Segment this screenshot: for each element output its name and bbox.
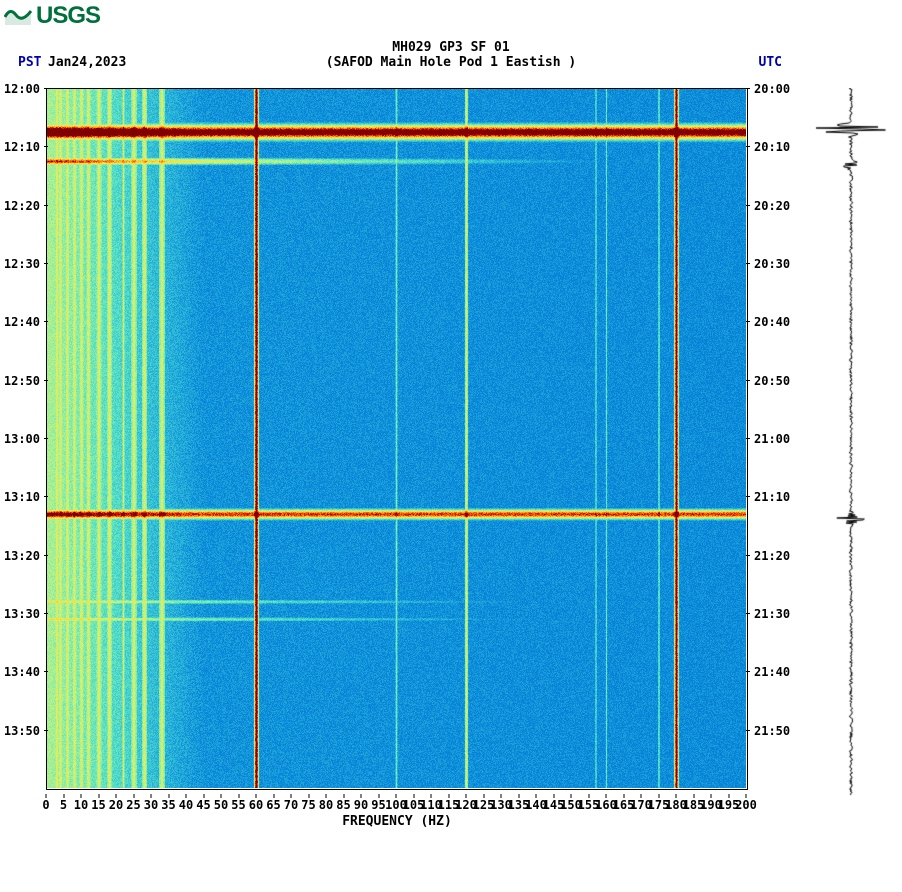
x-tick-label: 30 — [144, 798, 158, 812]
chart-header: MH029 GP3 SF 01 (SAFOD Main Hole Pod 1 E… — [0, 40, 902, 70]
x-tick-label: 5 — [60, 798, 67, 812]
y-left-tick-label: 13:20 — [4, 549, 40, 563]
y-left-tick-label: 12:20 — [4, 199, 40, 213]
x-tick-label: 85 — [336, 798, 350, 812]
y-left-tick-label: 13:00 — [4, 432, 40, 446]
y-left-tick-label: 12:00 — [4, 82, 40, 96]
x-tick-label: 55 — [231, 798, 245, 812]
y-right-tick-label: 20:20 — [754, 199, 790, 213]
y-left-tick-label: 12:30 — [4, 257, 40, 271]
y-left-tick-label: 12:40 — [4, 315, 40, 329]
y-right-tick-label: 20:40 — [754, 315, 790, 329]
y-left-tick-label: 13:50 — [4, 724, 40, 738]
y-right-tick-label: 20:10 — [754, 140, 790, 154]
y-left-tick-label: 12:10 — [4, 140, 40, 154]
y-axis-right-labels: 20:0020:1020:2020:3020:4020:5021:0021:10… — [750, 88, 794, 796]
x-tick-label: 20 — [109, 798, 123, 812]
x-tick-label: 45 — [196, 798, 210, 812]
trace-canvas — [810, 88, 892, 796]
y-right-tick-label: 21:10 — [754, 490, 790, 504]
y-right-tick-label: 20:50 — [754, 374, 790, 388]
right-amplitude-trace — [810, 88, 892, 796]
left-tz-label: PST — [18, 55, 41, 70]
x-tick-label: 0 — [42, 798, 49, 812]
x-tick-label: 70 — [284, 798, 298, 812]
logo-wave-icon — [4, 3, 32, 29]
x-tick-label: 95 — [371, 798, 385, 812]
y-left-tick-label: 13:10 — [4, 490, 40, 504]
x-axis-title: FREQUENCY (HZ) — [46, 814, 748, 829]
x-tick-label: 80 — [319, 798, 333, 812]
x-tick-label: 15 — [91, 798, 105, 812]
usgs-logo: USGS — [4, 2, 100, 30]
y-left-tick-label: 13:30 — [4, 607, 40, 621]
x-tick-label: 60 — [249, 798, 263, 812]
y-axis-left-labels: 12:0012:1012:2012:3012:4012:5013:0013:10… — [0, 88, 44, 796]
logo-text: USGS — [36, 2, 100, 30]
x-tick-label: 65 — [266, 798, 280, 812]
title-line-1: MH029 GP3 SF 01 — [0, 40, 902, 55]
spectrogram-heatmap — [46, 88, 746, 788]
spectrogram-container — [46, 88, 748, 796]
y-left-tick-label: 13:40 — [4, 665, 40, 679]
y-right-tick-label: 21:00 — [754, 432, 790, 446]
y-right-tick-label: 21:50 — [754, 724, 790, 738]
x-tick-label: 40 — [179, 798, 193, 812]
y-right-tick-label: 21:30 — [754, 607, 790, 621]
x-tick-label: 90 — [354, 798, 368, 812]
right-tz-label: UTC — [759, 55, 782, 70]
x-tick-label: 10 — [74, 798, 88, 812]
y-left-tick-label: 12:50 — [4, 374, 40, 388]
date-label: Jan24,2023 — [48, 55, 126, 70]
y-right-tick-label: 20:30 — [754, 257, 790, 271]
y-right-tick-label: 21:20 — [754, 549, 790, 563]
x-tick-label: 25 — [126, 798, 140, 812]
x-tick-label: 35 — [161, 798, 175, 812]
x-tick-label: 75 — [301, 798, 315, 812]
x-axis-labels: 0510152025303540455055606570758085909510… — [46, 798, 758, 814]
x-tick-label: 200 — [735, 798, 757, 812]
y-right-tick-label: 20:00 — [754, 82, 790, 96]
y-right-tick-label: 21:40 — [754, 665, 790, 679]
x-tick-label: 50 — [214, 798, 228, 812]
